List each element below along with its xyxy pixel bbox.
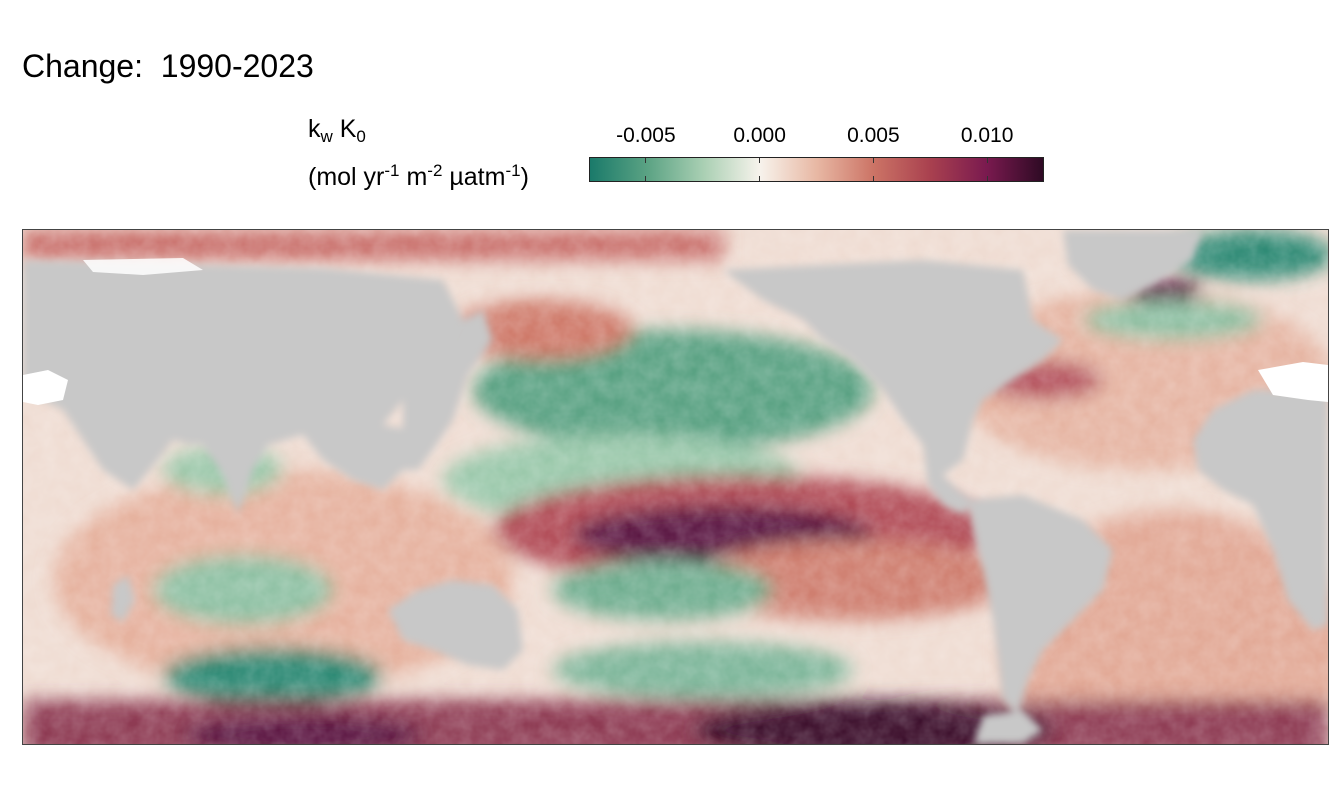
eurasia-west	[23, 260, 463, 455]
madagascar	[111, 575, 135, 622]
colorbar-tick-mark	[759, 158, 761, 163]
colorbar-tick-mark	[872, 176, 874, 181]
arabia-india	[23, 390, 413, 515]
africa	[1193, 390, 1328, 630]
legend-var-K-sub: 0	[356, 127, 366, 146]
legend-variable: kw K0	[308, 112, 529, 154]
legend-unit-exp2: -2	[427, 161, 443, 180]
legend-var-K: K	[332, 115, 357, 143]
colorbar	[589, 157, 1044, 182]
colorbar-tick-mark	[645, 158, 647, 163]
colorbar-tick-mark	[986, 176, 988, 181]
colorbar-tick-label: -0.005	[616, 124, 676, 147]
no-data-east	[1258, 362, 1328, 402]
legend-unit-m: m	[399, 163, 428, 191]
map-panel	[22, 229, 1329, 745]
no-data-west	[23, 370, 68, 405]
east-asia	[403, 310, 493, 470]
no-data-arctic	[83, 258, 203, 275]
legend-title: kw K0 (mol yr-1 m-2 µatm-1)	[308, 112, 529, 194]
colorbar-tick-mark	[986, 158, 988, 163]
legend-unit-close: )	[520, 163, 529, 191]
colorbar-tick-mark	[645, 176, 647, 181]
legend-var-k-sub: w	[320, 127, 333, 146]
antarctica-edge	[973, 710, 1043, 744]
no-data-areas	[23, 258, 1328, 405]
land-masses	[23, 230, 1328, 744]
central-america	[923, 445, 973, 515]
colorbar-tick-mark	[872, 158, 874, 163]
colorbar-tick-label: 0.005	[847, 124, 900, 147]
legend-unit: (mol yr-1 m-2 µatm-1)	[308, 154, 529, 194]
map-raster	[23, 230, 1328, 744]
legend-unit-mol: (mol yr	[308, 163, 385, 191]
north-america	[723, 260, 1063, 475]
chart-title: Change: 1990-2023	[22, 48, 314, 84]
australia	[388, 580, 523, 670]
legend-var-k: k	[308, 115, 321, 143]
legend-unit-uatm: µatm	[442, 163, 506, 191]
colorbar-tick-mark	[759, 176, 761, 181]
greenland	[1063, 230, 1203, 300]
legend-unit-exp3: -1	[505, 161, 521, 180]
colorbar-tick-label: 0.010	[960, 124, 1014, 147]
legend-unit-exp1: -1	[384, 161, 400, 180]
colorbar-tick-label: 0.000	[733, 124, 786, 147]
south-america	[968, 495, 1113, 715]
